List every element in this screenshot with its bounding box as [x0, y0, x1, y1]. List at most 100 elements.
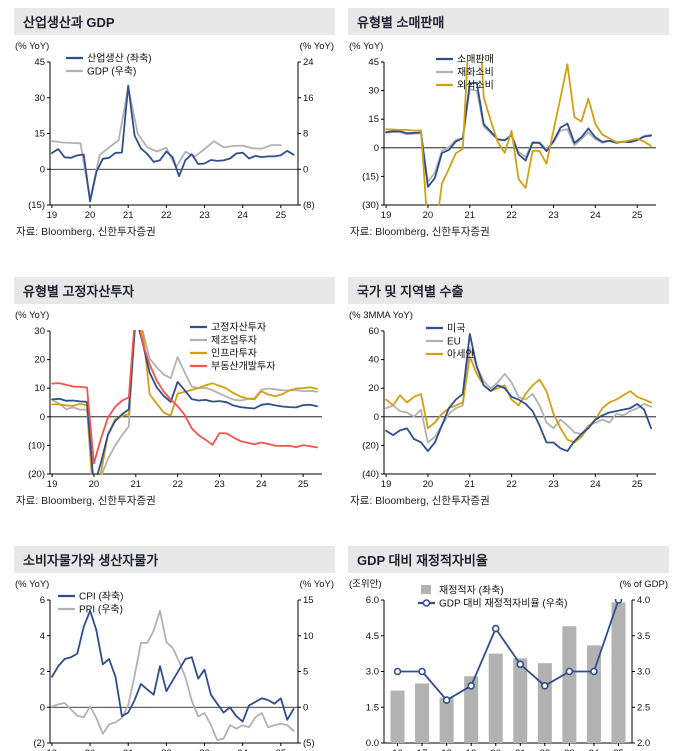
y-tick-label: 45	[368, 57, 379, 68]
y-tick-label: 45	[34, 57, 45, 68]
y-tick-label: 15	[368, 114, 379, 125]
y-tick-label: 0	[374, 143, 379, 154]
axis-unit-right: (% YoY)	[300, 41, 334, 52]
y-tick-label: 5	[303, 667, 308, 678]
x-tick-label: 22	[506, 479, 517, 490]
y-tick-label: 15	[303, 595, 314, 606]
x-tick-label: 19	[47, 210, 58, 221]
y-tick-label: 0	[40, 702, 45, 713]
y-tick-label: 0	[303, 702, 308, 713]
y-tick-label: 10	[303, 631, 314, 642]
x-tick-label: 24	[237, 748, 248, 751]
y-tick-label: 4	[40, 631, 45, 642]
series-line-real-estate-dev-investment	[51, 330, 319, 465]
legend-label: 외식소비	[457, 80, 494, 92]
x-tick-label: 18	[441, 748, 452, 751]
x-tick-label: 24	[590, 479, 601, 490]
data-point-marker	[393, 667, 402, 676]
legend-label: 고정자산투자	[211, 322, 266, 334]
x-tick-label: 22	[172, 479, 183, 490]
series-line-industrial-production	[51, 84, 295, 203]
x-tick-label: 25	[276, 210, 287, 221]
x-tick-label: 21	[464, 210, 475, 221]
bar-fiscal-deficit	[439, 697, 454, 743]
series-line-manufacturing-investment	[51, 330, 319, 475]
legend-label: EU	[447, 337, 461, 348]
series-line-gdp	[51, 86, 282, 201]
x-tick-label: 19	[381, 479, 392, 490]
chart-title: 산업생산과 GDP	[14, 8, 335, 35]
y-tick-label: 20	[34, 355, 45, 366]
x-tick-label: 19	[47, 479, 58, 490]
axis-unit-right: (% of GDP)	[619, 579, 668, 590]
y-tick-label: (40)	[362, 469, 379, 480]
x-tick-label: 16	[392, 748, 403, 751]
chart-title: 소비자물가와 생산자물가	[14, 546, 335, 573]
x-tick-label: 24	[237, 210, 248, 221]
y-tick-label: (8)	[303, 200, 315, 211]
chart-canvas-exports-by-region: (% 3MMA YoY) 60 40 20 0 (20) (40)19 20 21 22 23 24 2…	[349, 310, 656, 490]
legend-label: 재정적자 (좌축)	[439, 585, 504, 597]
y-tick-label: (2)	[33, 738, 45, 749]
y-tick-label: (30)	[362, 200, 379, 211]
legend-label: 부동산개발투자	[211, 361, 275, 373]
y-tick-label: 2.0	[637, 738, 650, 749]
y-tick-label: 1.5	[366, 702, 379, 713]
x-tick-label: 23	[199, 748, 210, 751]
data-point-marker	[442, 696, 451, 704]
chart-source: 자료: Bloomberg, 신한투자증권	[16, 495, 156, 507]
bar-fiscal-deficit	[464, 676, 479, 743]
chart-canvas-cpi-ppi: (% YoY)(% YoY)6420(2)151050(5)1920212223…	[15, 579, 334, 751]
y-tick-label: 24	[303, 57, 314, 68]
x-tick-label: 17	[417, 748, 428, 751]
data-point-marker	[565, 667, 574, 676]
bar-fiscal-deficit	[611, 602, 626, 743]
series-line-infrastructure-investment	[51, 330, 319, 475]
bar-fiscal-deficit	[562, 626, 577, 743]
y-tick-label: 3.0	[637, 667, 650, 678]
data-point-marker	[516, 660, 525, 669]
y-tick-label: (15)	[362, 171, 379, 182]
chart-canvas-fixed-asset-investment: (% YoY) 30 20 10 0 (10) (20)19 20 21 22 23 24 25 고정자산…	[15, 310, 322, 490]
y-tick-label: 20	[368, 383, 379, 394]
x-tick-label: 23	[214, 479, 225, 490]
series-line-ppi	[51, 609, 295, 742]
chart-block-fiscal-deficit: GDP 대비 재정적자비율 (조위안) (% of GDP) 6.0 4.5 3.0 1.…	[348, 546, 669, 751]
x-tick-label: 20	[89, 479, 100, 490]
y-tick-label: 6	[40, 595, 45, 606]
data-point-marker	[590, 667, 598, 676]
x-tick-label: 21	[130, 479, 141, 490]
chart-block-retail-sales: 유형별 소매판매 (% YoY) 45 30 15 0 (15) (30) 19 20 21 22 2…	[348, 8, 669, 239]
x-tick-label: 21	[515, 748, 526, 751]
series-line-eu-exports	[385, 347, 653, 444]
legend-label: 재화소비	[457, 67, 494, 79]
legend-label: 제조업투자	[211, 334, 257, 347]
chart-canvas-industrial-gdp: (% YoY) (% YoY) 45 30 15 0 (15) 24 16 8 0 (8) 19 20 21…	[15, 41, 334, 221]
y-tick-label: 0	[40, 164, 45, 175]
legend: 산업생산 (좌축)GDP (우축)	[66, 52, 152, 78]
chart-title: GDP 대비 재정적자비율	[348, 546, 669, 573]
x-tick-label: 19	[47, 748, 58, 751]
series-line-retail-sales	[385, 81, 653, 188]
x-tick-label: 25	[632, 210, 643, 221]
x-tick-label: 21	[123, 748, 134, 751]
x-tick-label: 22	[506, 210, 517, 221]
bar-fiscal-deficit	[415, 683, 430, 743]
data-point-marker	[491, 624, 500, 633]
x-tick-label: 22	[161, 748, 172, 751]
y-tick-label: 0.0	[366, 738, 379, 749]
chart-canvas-retail-sales: (% YoY) 45 30 15 0 (15) (30)19 20 21 22 23 24 25 소매판매…	[349, 41, 656, 221]
x-tick-label: 25	[298, 479, 309, 490]
y-tick-label: 3.5	[637, 631, 650, 642]
chart-source: 자료: Bloomberg, 신한투자증권	[350, 495, 490, 507]
chart-block-cpi-ppi: 소비자물가와 생산자물가 (% YoY) (% YoY) 6 4 2 0 (2) 15 10 5 0…	[14, 546, 335, 751]
y-tick-label: 16	[303, 93, 314, 104]
x-tick-label: 21	[123, 210, 134, 221]
legend-label: PPI (우축)	[79, 604, 123, 616]
y-tick-label: 3.0	[366, 667, 379, 678]
axis-unit-left: (% YoY)	[15, 579, 49, 590]
axis-unit-left: (% YoY)	[15, 310, 49, 321]
y-tick-label: 0	[40, 412, 45, 423]
